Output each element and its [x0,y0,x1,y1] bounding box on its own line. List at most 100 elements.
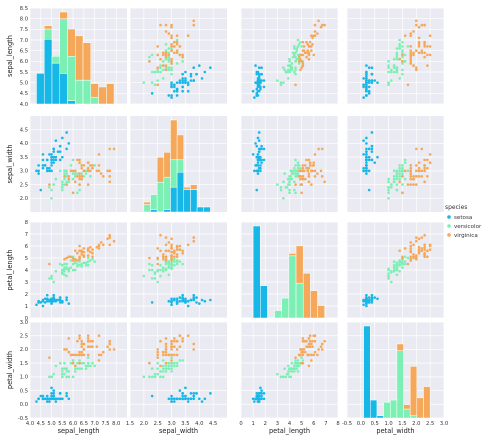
scatter-point-virginica [409,175,413,178]
scatter-point-versicolor [93,260,96,263]
scatter-point-virginica [406,262,410,266]
scatter-point-virginica [420,51,424,55]
scatter-point-virginica [159,233,162,237]
scatter-point-versicolor [286,177,290,181]
scatter-point-setosa [189,79,193,82]
scatter-point-setosa [255,87,259,91]
hist-bar-virginica [143,201,151,205]
hist-bar-virginica [163,152,171,178]
scatter-point-setosa [257,158,261,162]
x-tick-label: 2.0 [412,421,420,427]
scatter-point-setosa [370,144,374,148]
x-tick-label: 6.0 [69,421,77,427]
scatter-point-setosa [260,389,263,392]
scatter-point-virginica [108,180,112,184]
scatter-point-setosa [65,296,68,299]
scatter-point-setosa [259,79,262,82]
scatter-point-virginica [423,51,426,55]
scatter-point-setosa [50,164,53,167]
scatter-point-virginica [76,175,79,178]
scatter-point-virginica [170,255,173,259]
scatter-point-virginica [417,36,421,40]
scatter-point-virginica [73,249,77,253]
scatter-point-virginica [414,254,418,257]
scatter-point-versicolor [170,261,173,265]
scatter-point-virginica [420,49,424,52]
scatter-point-virginica [310,359,313,362]
scatter-point-virginica [108,348,112,351]
hist-bar-setosa [190,189,198,213]
scatter-point-versicolor [86,260,90,263]
panel-petal_width-vs-petal_width: -0.5 0.0 0.5 1.0 1.5 2.0 2.5 3.0 petal_width [342,321,448,435]
scatter-point-virginica [417,249,421,253]
scatter-point-versicolor [173,361,176,365]
scatter-point-versicolor [82,361,86,365]
y-tick-label: 6.5 [20,48,28,54]
scatter-point-virginica [86,183,90,186]
scatter-point-virginica [311,36,314,40]
scatter-point-setosa [362,77,365,80]
scatter-point-setosa [257,131,261,134]
scatter-point-versicolor [300,45,303,48]
scatter-point-versicolor [282,375,285,379]
scatter-point-virginica [170,339,173,343]
scatter-point-virginica [409,34,413,38]
scatter-point-virginica [181,55,184,59]
scatter-point-virginica [313,350,317,354]
scatter-point-versicolor [161,266,165,269]
scatter-point-setosa [370,301,374,304]
scatter-point-setosa [167,94,171,97]
scatter-point-versicolor [159,70,162,74]
scatter-point-setosa [255,70,259,74]
x-tick-label: 8.0 [112,421,120,427]
scatter-point-setosa [48,166,51,170]
scatter-point-virginica [67,337,71,340]
x-axis-label: petal_width [376,427,414,435]
x-tick-label: 5 [300,421,303,427]
scatter-point-virginica [80,339,84,343]
scatter-point-setosa [373,79,377,82]
scatter-point-virginica [423,166,426,170]
y-tick-label: 1.5 [20,361,28,367]
scatter-point-virginica [409,51,413,55]
y-tick-label: 1 [25,304,28,310]
scatter-point-virginica [412,253,415,256]
y-tick-label: 4 [25,268,29,274]
scatter-point-setosa [365,166,368,170]
scatter-point-virginica [167,353,171,357]
scatter-point-setosa [175,397,179,401]
scatter-point-setosa [65,131,68,134]
scatter-point-virginica [89,345,92,348]
scatter-point-virginica [409,172,413,175]
scatter-point-virginica [426,64,429,67]
hist-bar-virginica [170,119,178,161]
scatter-point-virginica [71,191,75,195]
scatter-point-virginica [80,353,84,357]
scatter-point-setosa [45,397,49,401]
scatter-point-versicolor [48,277,51,280]
scatter-point-versicolor [395,261,399,265]
scatter-point-versicolor [288,180,291,184]
scatter-point-virginica [414,49,418,52]
scatter-point-versicolor [401,166,404,170]
scatter-point-setosa [370,79,374,82]
scatter-point-versicolor [401,55,404,59]
scatter-point-virginica [82,169,86,173]
scatter-point-versicolor [294,361,297,365]
scatter-point-versicolor [283,172,286,175]
scatter-point-virginica [173,51,176,55]
scatter-point-setosa [365,70,368,74]
scatter-point-versicolor [395,57,399,61]
scatter-point-virginica [95,245,99,249]
scatter-point-virginica [409,164,413,167]
scatter-point-setosa [48,169,51,173]
scatter-point-versicolor [395,267,399,271]
scatter-point-versicolor [398,42,401,46]
scatter-point-versicolor [403,255,407,259]
scatter-point-setosa [184,79,187,82]
scatter-point-virginica [161,253,165,256]
scatter-point-setosa [50,169,53,173]
scatter-point-versicolor [401,262,404,266]
scatter-point-versicolor [52,372,56,376]
scatter-point-versicolor [401,169,404,173]
